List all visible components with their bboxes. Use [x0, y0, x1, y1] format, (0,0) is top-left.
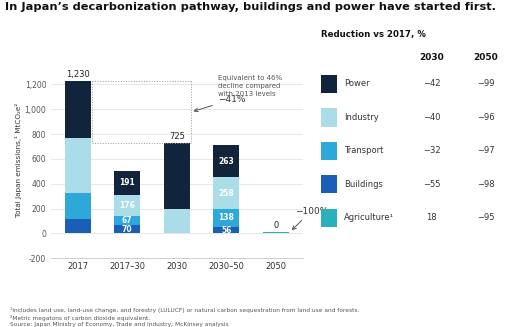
Text: Industry: Industry — [344, 113, 379, 122]
Text: 56: 56 — [221, 226, 231, 234]
Text: 263: 263 — [218, 157, 234, 165]
Text: −41%: −41% — [194, 95, 245, 112]
Bar — [263, 232, 289, 233]
FancyBboxPatch shape — [321, 209, 337, 227]
Bar — [114, 195, 140, 216]
Text: −97: −97 — [477, 146, 494, 155]
Text: Source: Japan Ministry of Economy, Trade and Industry; McKinsey analysis: Source: Japan Ministry of Economy, Trade… — [10, 322, 229, 327]
Text: 258: 258 — [218, 189, 234, 198]
Bar — [214, 145, 239, 177]
Text: −40: −40 — [423, 113, 440, 122]
Bar — [164, 209, 189, 233]
Text: −42: −42 — [423, 79, 440, 89]
Text: −95: −95 — [477, 213, 494, 222]
Text: ¹Includes land use, land-use change, and forestry (LULUCF) or natural carbon seq: ¹Includes land use, land-use change, and… — [10, 307, 360, 313]
Text: Reduction vs 2017, %: Reduction vs 2017, % — [321, 30, 426, 39]
Text: 725: 725 — [169, 132, 185, 141]
Bar — [65, 193, 90, 219]
Bar — [114, 225, 140, 233]
FancyBboxPatch shape — [321, 175, 337, 194]
Y-axis label: Total Japan emissions,¹ MtCO₂e²: Total Japan emissions,¹ MtCO₂e² — [15, 103, 22, 217]
Bar — [65, 219, 90, 233]
Bar — [214, 227, 239, 233]
Text: Equivalent to 46%
decline compared
with 2013 levels: Equivalent to 46% decline compared with … — [218, 75, 282, 96]
Text: Transport: Transport — [344, 146, 383, 155]
Text: 2050: 2050 — [473, 53, 498, 62]
Text: −32: −32 — [423, 146, 441, 155]
FancyBboxPatch shape — [321, 108, 337, 127]
Text: 2030: 2030 — [420, 53, 444, 62]
Bar — [214, 209, 239, 227]
Bar — [65, 81, 90, 138]
Text: Buildings: Buildings — [344, 180, 383, 189]
Text: 138: 138 — [218, 214, 234, 222]
Text: −99: −99 — [477, 79, 494, 89]
Text: −98: −98 — [477, 180, 494, 189]
Text: −96: −96 — [477, 113, 494, 122]
Bar — [114, 216, 140, 225]
Bar — [164, 144, 189, 209]
Text: −55: −55 — [423, 180, 440, 189]
Text: 67: 67 — [122, 216, 132, 225]
Bar — [114, 171, 140, 195]
Text: 0: 0 — [273, 221, 278, 230]
Text: 176: 176 — [119, 201, 135, 210]
Text: In Japan’s decarbonization pathway, buildings and power have started first.: In Japan’s decarbonization pathway, buil… — [5, 2, 496, 12]
Bar — [214, 177, 239, 209]
Text: 191: 191 — [119, 178, 135, 187]
Text: 18: 18 — [427, 213, 437, 222]
Text: 70: 70 — [122, 225, 132, 234]
Text: −100%: −100% — [292, 207, 328, 230]
Bar — [65, 138, 90, 193]
Text: Agriculture¹: Agriculture¹ — [344, 213, 394, 222]
FancyBboxPatch shape — [321, 142, 337, 160]
Text: ²Metric megatons of carbon dioxide equivalent.: ²Metric megatons of carbon dioxide equiv… — [10, 315, 150, 321]
Text: 1,230: 1,230 — [66, 70, 89, 78]
FancyBboxPatch shape — [321, 75, 337, 93]
Text: Power: Power — [344, 79, 370, 89]
